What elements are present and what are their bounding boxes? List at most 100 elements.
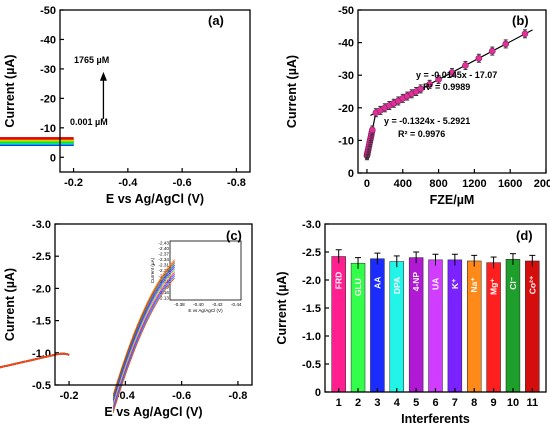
panel-c-xtick-label: -0.2: [60, 390, 79, 402]
panel-b-eq-low: y = -0.1324x - 5.2921: [384, 116, 470, 126]
panel-b-xtick-label: 1200: [462, 178, 486, 190]
panel-a-annotation-low: 0.001 µM: [70, 117, 108, 127]
panel-a-xlabel: E vs Ag/AgCl (V): [106, 192, 204, 206]
panel-c-inset-curve: [112, 274, 175, 410]
panel-a-ytick-label: -20: [40, 93, 56, 105]
panel-d-bar-label: Co²⁺: [527, 275, 537, 294]
panel-d-bar-label: UA: [431, 278, 441, 290]
panel-c-inset-ylabel: Current (µA): [150, 257, 155, 283]
panel-b-r2-high: R² = 0.9989: [423, 82, 470, 92]
panel-c-inset-ytick-label: -2.16: [159, 290, 170, 295]
panel-d-bar-label: Na⁺: [469, 277, 479, 293]
panel-d-bar-label: FRD: [334, 272, 344, 289]
panel-a-ytick-label: -40: [40, 34, 56, 46]
panel-c-ylabel: Current (µA): [3, 268, 17, 341]
panel-a-xtick-label: -0.6: [173, 177, 192, 189]
panel-c-inset-ytick-label: -2.28: [159, 268, 170, 273]
panel-c-frame: [54, 223, 253, 386]
panel-a-ytick-label: -50: [40, 5, 56, 17]
panel-c-inset-xtick-label: -0.38: [174, 302, 185, 307]
panel-c-inset-curve: [112, 272, 175, 408]
panel-c-inset-ytick-label: -2.40: [159, 246, 170, 251]
panel-b-point: [475, 54, 483, 62]
panel-d-bar-label: 4-NP: [411, 272, 421, 292]
panel-c-xtick-label: -0.6: [172, 390, 191, 402]
panel-c-inset-ytick-label: -2.25: [159, 274, 170, 279]
panel-a-xtick-label: -0.2: [64, 177, 83, 189]
panel-b-xlabel: FZE/µM: [430, 193, 475, 207]
panel-d-ytick-label: 0: [315, 387, 321, 399]
panel-b-point: [426, 81, 433, 88]
panel-b-point: [435, 76, 442, 83]
panel-c-inset-ytick-label: -2.19: [159, 285, 170, 290]
panel-b-xtick-label: 400: [394, 178, 412, 190]
panel-c-inset-ytick-label: -2.37: [159, 251, 170, 256]
panel-b-frame: [357, 9, 547, 174]
panel-c-inset-xtick-label: -0.40: [193, 302, 204, 307]
panel-c-inset-ytick-label: -2.43: [159, 240, 170, 245]
panel-b-xtick-label: 800: [429, 178, 447, 190]
panel-d-bar-label: K⁺: [450, 278, 460, 289]
panel-b-point: [448, 69, 456, 76]
panel-d-frame: [324, 223, 547, 393]
panel-b-point: [502, 40, 510, 48]
panel-d-xtick-label: 3: [374, 397, 380, 409]
panel-d-xtick-label: 5: [413, 397, 419, 409]
panel-b-point: [521, 30, 529, 38]
panel-b-ytick-label: -40: [338, 38, 354, 50]
panel-b-ytick-label: -20: [338, 103, 354, 115]
panel-d-bar-label: GLU: [353, 278, 363, 296]
panel-d-ytick-label: -2.0: [302, 275, 321, 287]
panel-d-xtick-label: 6: [432, 397, 438, 409]
panel-d-bar-label: AA: [372, 277, 382, 289]
panel-c-inset-ytick-label: -2.13: [159, 296, 170, 301]
panel-c-inset-curve: [112, 261, 175, 397]
panel-d-xtick-label: 2: [355, 397, 361, 409]
panel-c-inset-curve: [112, 259, 175, 395]
panel-c-inset-curve: [112, 270, 175, 406]
panel-b-ytick-label: -10: [338, 135, 354, 147]
panel-b-point: [462, 62, 469, 69]
panel-c-inset-curve: [112, 263, 175, 399]
panel-d-bar-label: Cl⁻: [508, 276, 518, 290]
panel-d-label: (d): [516, 228, 533, 243]
panel-d-xtick-label: 9: [491, 397, 497, 409]
panel-d-ytick-label: -3.0: [302, 219, 321, 231]
panel-a-annotation-high: 1765 µM: [74, 55, 109, 65]
panel-c-inset-curve: [112, 266, 175, 402]
panel-c-ytick-label: -2.5: [32, 251, 51, 263]
panel-d-bar-label: DPA: [392, 277, 402, 294]
panel-b-eq-high: y = -0.0145x - 17.07: [416, 70, 497, 80]
panel-c-curve: [0, 352, 70, 369]
panel-b-ylabel: Current (µA): [285, 55, 299, 128]
panel-d-ytick-label: -1.5: [302, 303, 321, 315]
panel-c-xlabel: E vs Ag/AgCl (V): [104, 405, 202, 419]
panel-b-ytick-label: 0: [348, 168, 354, 180]
panel-b-label: (b): [512, 13, 529, 28]
panel-a-frame: [59, 9, 251, 173]
panel-a: -0.2 -0.4 -0.6 -0.8 0 -10 -20 -30 -40 -50 1765 µM 0…: [0, 5, 246, 206]
panel-b-ytick-label: -30: [338, 70, 354, 82]
panel-d-xtick-label: 7: [452, 397, 458, 409]
panel-c-inset-xtick-label: -0.42: [212, 302, 223, 307]
panel-a-ytick-label: 0: [50, 152, 56, 164]
panel-d-xtick-label: 1: [336, 397, 342, 409]
panel-c-inset-curve: [112, 264, 175, 401]
panel-d-xtick-label: 4: [394, 397, 401, 409]
panel-b-ytick-label: -50: [338, 5, 354, 17]
panel-b-point: [369, 126, 376, 134]
panel-c-inset-xtick-label: -0.44: [231, 302, 242, 307]
panel-a-xtick-label: -0.8: [227, 177, 246, 189]
panel-c-inset-curve: [112, 275, 175, 412]
panel-d-xlabel: Interferents: [401, 412, 470, 426]
panel-b-r2-low: R² = 0.9976: [398, 129, 445, 139]
panel-d-ytick-label: -1.0: [302, 331, 321, 343]
panel-c-label: (c): [226, 228, 242, 243]
panel-c-xtick-label: -0.4: [116, 390, 136, 402]
panel-c-ytick-label: -3.0: [32, 219, 51, 231]
panel-a-label: (a): [208, 13, 224, 28]
panel-b-point: [417, 85, 424, 93]
